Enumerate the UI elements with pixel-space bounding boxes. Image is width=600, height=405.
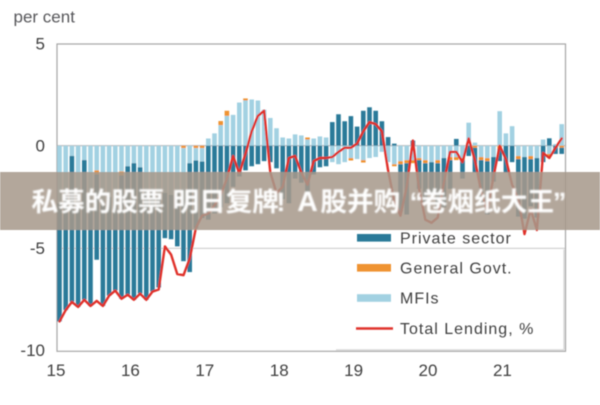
svg-text:15: 15 [47,361,66,380]
svg-text:-5: -5 [30,239,45,258]
svg-text:Private sector: Private sector [400,231,512,248]
svg-text:-10: -10 [20,341,45,360]
svg-text:18: 18 [270,361,289,380]
svg-text:MFIs: MFIs [400,291,440,308]
svg-text:20: 20 [419,361,438,380]
svg-text:19: 19 [344,361,363,380]
svg-text:16: 16 [121,361,140,380]
svg-text:General Govt.: General Govt. [400,261,513,278]
svg-text:17: 17 [195,361,214,380]
svg-text:5: 5 [36,35,45,54]
svg-text:Total Lending, %: Total Lending, % [400,321,534,338]
svg-text:per cent: per cent [14,8,76,27]
svg-text:0: 0 [36,136,45,155]
svg-text:21: 21 [493,361,512,380]
